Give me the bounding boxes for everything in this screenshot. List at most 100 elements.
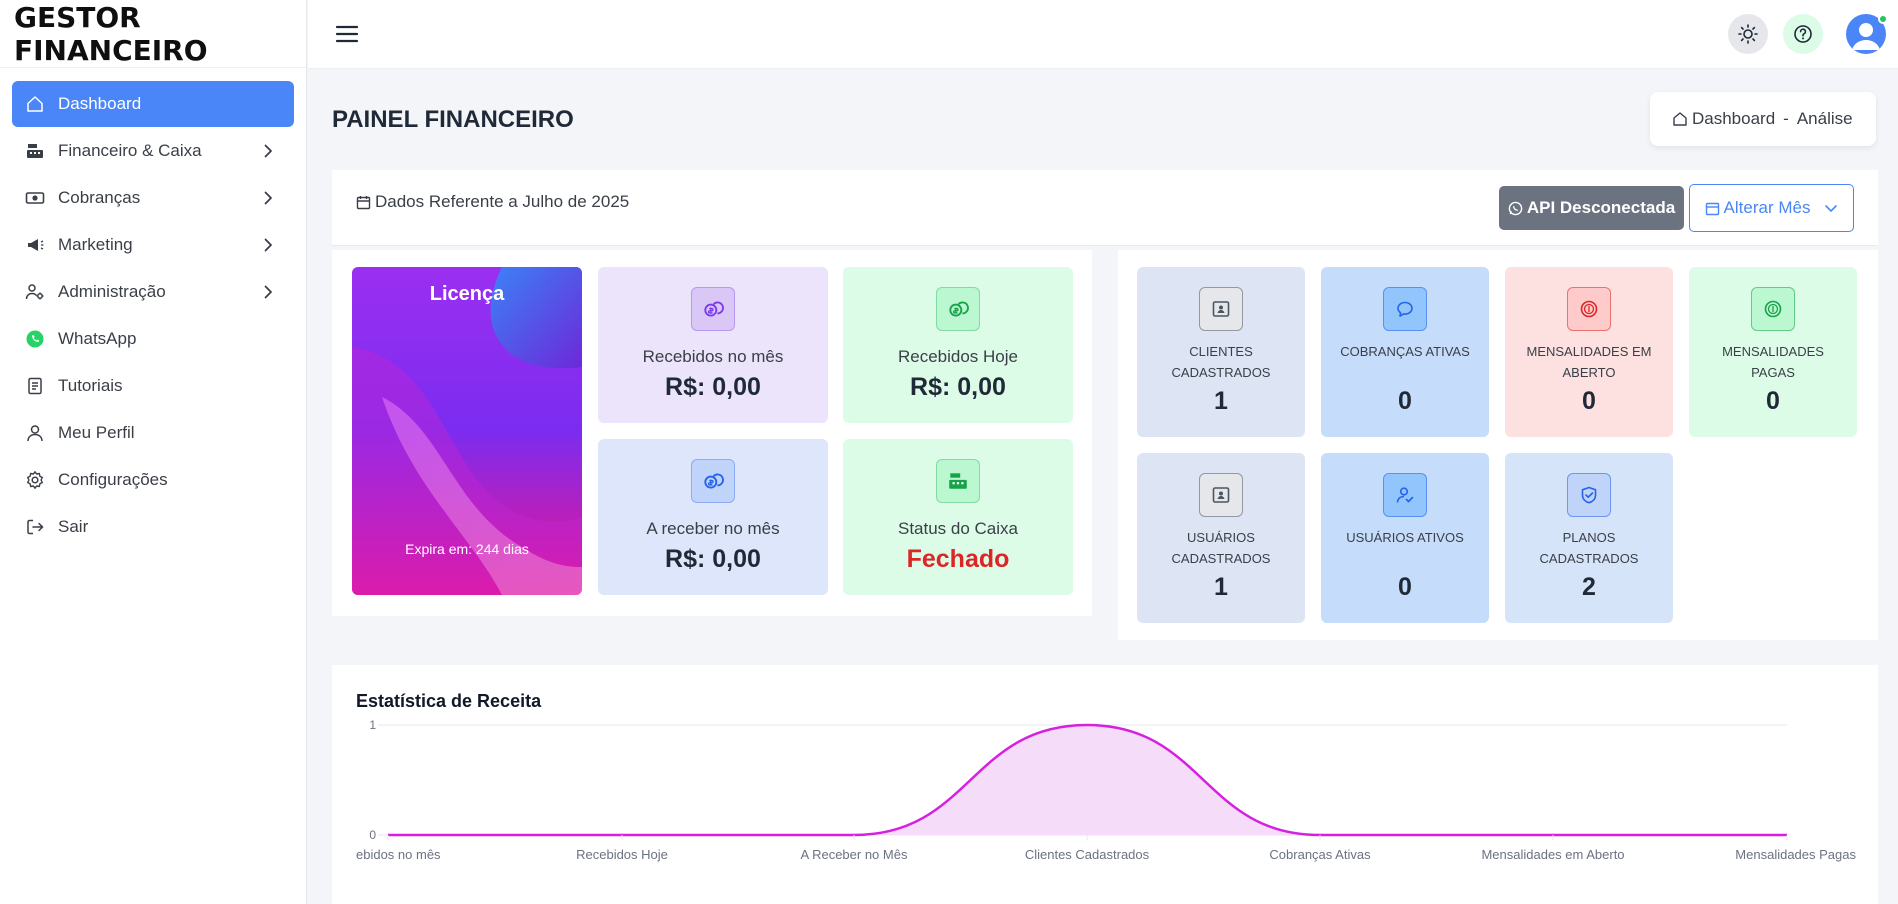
chevron-down-icon <box>1825 205 1838 213</box>
kpi-card-value: 2 <box>1582 573 1596 601</box>
logout-icon <box>24 516 46 538</box>
summary-card[interactable]: Recebidos no mês R$: 0,00 <box>598 267 828 423</box>
kpi-card[interactable]: PLANOS CADASTRADOS 2 <box>1505 453 1673 623</box>
x-tick-label: A Receber no Mês <box>801 847 908 862</box>
license-title: Licença <box>429 283 505 305</box>
x-tick-label: Clientes Cadastrados <box>1025 847 1150 862</box>
gear-icon <box>24 469 46 491</box>
summary-card-value: R$: 0,00 <box>910 373 1006 401</box>
summary-card[interactable]: A receber no mês R$: 0,00 <box>598 439 828 595</box>
cash-register-icon <box>24 140 46 162</box>
date-reference-label: Dados Referente a Julho de 2025 <box>375 192 630 211</box>
topbar <box>308 0 1898 69</box>
chevron-right-icon <box>258 235 278 255</box>
help-button[interactable] <box>1783 14 1823 54</box>
y-tick-label: 0 <box>369 828 376 842</box>
chart-title: Estatística de Receita <box>356 691 542 711</box>
kpi-card[interactable]: USUÁRIOS ATIVOS 0 <box>1321 453 1489 623</box>
change-month-label: Alterar Mês <box>1723 198 1811 217</box>
x-tick-label: ebidos no mês <box>356 847 441 862</box>
sidebar-item-whatsapp[interactable]: WhatsApp <box>12 316 294 362</box>
calendar-icon <box>1705 202 1719 215</box>
kpi-card[interactable]: CLIENTES CADASTRADOS 1 <box>1137 267 1305 437</box>
x-tick-label: Cobranças Ativas <box>1269 847 1371 862</box>
summary-card[interactable]: Recebidos Hoje R$: 0,00 <box>843 267 1073 423</box>
summary-card-label: Recebidos Hoje <box>897 347 1018 366</box>
sidebar: GESTOR FINANCEIRO Dashboard Financeiro & … <box>0 0 307 904</box>
summary-card[interactable]: Status do Caixa Fechado <box>843 439 1073 595</box>
kpi-card[interactable]: MENSALIDADES EM ABERTO 0 <box>1505 267 1673 437</box>
brand-logo[interactable]: GESTOR FINANCEIRO <box>0 0 306 68</box>
users-gear-icon <box>24 281 46 303</box>
user-check-icon <box>1383 473 1427 517</box>
summary-card-value: Fechado <box>906 545 1010 573</box>
breadcrumb-current: Análise <box>1796 109 1853 128</box>
chart-area-fill <box>388 725 1787 835</box>
sidebar-item-label: WhatsApp <box>58 329 137 348</box>
kpi-card-value: 0 <box>1398 387 1412 415</box>
api-status-button[interactable]: API Desconectada <box>1499 186 1684 230</box>
sidebar-item-label: Tutoriais <box>58 376 123 395</box>
theme-toggle-button[interactable] <box>1728 14 1768 54</box>
sidebar-item-label: Meu Perfil <box>58 423 135 442</box>
online-status-dot <box>1878 14 1888 24</box>
sidebar-item-marketing[interactable]: Marketing <box>12 222 294 268</box>
sidebar-item-dashboard[interactable]: Dashboard <box>12 81 294 127</box>
shield-check-icon <box>1567 473 1611 517</box>
menu-toggle-icon[interactable] <box>334 21 360 47</box>
sidebar-item-label: Administração <box>58 282 166 301</box>
dollar-circle-icon <box>1567 287 1611 331</box>
contact-card-icon <box>1199 473 1243 517</box>
breadcrumb-separator: - <box>1783 109 1789 128</box>
summary-card-label: Recebidos no mês <box>642 347 784 366</box>
x-tick-label: Recebidos Hoje <box>576 847 668 862</box>
date-reference: Dados Referente a Julho de 2025 <box>356 192 629 212</box>
x-tick-label: Mensalidades em Aberto <box>1481 847 1624 862</box>
breadcrumb: Dashboard - Análise <box>1650 92 1876 146</box>
document-icon <box>24 375 46 397</box>
sidebar-item-configuracoes[interactable]: Configurações <box>12 457 294 503</box>
api-status-label: API Desconectada <box>1526 198 1676 217</box>
x-tick-label: Mensalidades Pagas <box>1735 847 1856 862</box>
change-month-button[interactable]: Alterar Mês <box>1689 184 1854 232</box>
revenue-chart: 0 1 ebidos no mês Recebidos Hoje A Receber n… <box>356 718 1856 862</box>
breadcrumb-home[interactable]: Dashboard <box>1692 109 1776 128</box>
kpi-card-label: MENSALIDADES EM ABERTO <box>1526 344 1652 380</box>
sidebar-item-cobrancas[interactable]: Cobranças <box>12 175 294 221</box>
kpi-card[interactable]: COBRANÇAS ATIVAS 0 <box>1321 267 1489 437</box>
license-expiry: Expira em: 244 dias <box>405 541 529 557</box>
whatsapp-icon <box>1508 201 1523 215</box>
kpi-card-value: 0 <box>1582 387 1596 415</box>
summary-card-label: Status do Caixa <box>897 519 1018 538</box>
kpi-card[interactable]: USUÁRIOS CADASTRADOS 1 <box>1137 453 1305 623</box>
sun-icon <box>1738 24 1758 44</box>
chat-icon <box>1383 287 1427 331</box>
sidebar-item-label: Financeiro & Caixa <box>58 141 202 160</box>
coins-icon <box>936 287 980 331</box>
sidebar-item-tutoriais[interactable]: Tutoriais <box>12 363 294 409</box>
megaphone-icon <box>24 234 46 256</box>
whatsapp-icon <box>24 328 46 350</box>
money-bill-icon <box>24 187 46 209</box>
sidebar-item-administracao[interactable]: Administração <box>12 269 294 315</box>
sidebar-nav: Dashboard Financeiro & Caixa Cobranças Mark… <box>0 68 306 564</box>
summary-card-value: R$: 0,00 <box>665 373 761 401</box>
kpi-card-value: 1 <box>1214 573 1228 601</box>
chevron-right-icon <box>258 188 278 208</box>
contact-card-icon <box>1199 287 1243 331</box>
kpi-card[interactable]: MENSALIDADES PAGAS 0 <box>1689 267 1857 437</box>
home-icon <box>24 93 46 115</box>
filter-bar: Dados Referente a Julho de 2025 API Desc… <box>332 170 1878 246</box>
license-card[interactable]: Licença Expira em: 244 dias <box>352 267 582 595</box>
revenue-chart-panel: Estatística de Receita 0 1 ebidos no mês Re… <box>332 665 1878 904</box>
sidebar-item-meu-perfil[interactable]: Meu Perfil <box>12 410 294 456</box>
sidebar-item-sair[interactable]: Sair <box>12 504 294 550</box>
page-title: PAINEL FINANCEIRO <box>332 106 574 133</box>
sidebar-item-label: Dashboard <box>58 94 142 113</box>
kpi-card-label: COBRANÇAS ATIVAS <box>1340 344 1470 359</box>
user-icon <box>24 422 46 444</box>
kpi-card-label: MENSALIDADES PAGAS <box>1722 344 1824 380</box>
sidebar-item-label: Cobranças <box>58 188 141 207</box>
summary-card-value: R$: 0,00 <box>665 545 761 573</box>
sidebar-item-financeiro-caixa[interactable]: Financeiro & Caixa <box>12 128 294 174</box>
